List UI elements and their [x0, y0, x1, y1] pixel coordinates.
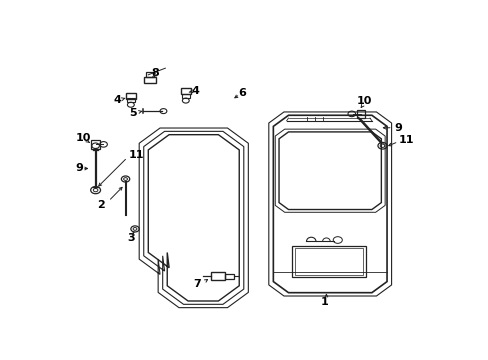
Text: 9: 9 [394, 123, 402, 133]
Text: 10: 10 [75, 133, 91, 143]
Bar [146, 72, 154, 77]
Text: 4: 4 [191, 86, 199, 96]
Text: 2: 2 [97, 201, 104, 210]
Bar [127, 98, 134, 102]
Text: 1: 1 [320, 297, 328, 307]
Bar [144, 77, 156, 84]
Text: 4: 4 [113, 95, 121, 105]
Bar [292, 246, 366, 278]
Text: 9: 9 [75, 163, 83, 174]
Bar [182, 94, 189, 98]
Text: 10: 10 [356, 96, 371, 107]
Bar [91, 140, 100, 149]
Text: 5: 5 [129, 108, 137, 118]
Bar [295, 248, 363, 275]
Text: 11: 11 [398, 135, 414, 145]
Text: 3: 3 [127, 233, 135, 243]
Text: 7: 7 [193, 279, 201, 289]
Bar [225, 274, 233, 279]
Bar [356, 110, 365, 118]
Bar [210, 273, 225, 280]
Bar [180, 89, 191, 94]
Text: 6: 6 [238, 87, 246, 98]
Text: 11: 11 [129, 150, 144, 161]
Text: 8: 8 [151, 68, 159, 78]
Bar [125, 93, 136, 99]
